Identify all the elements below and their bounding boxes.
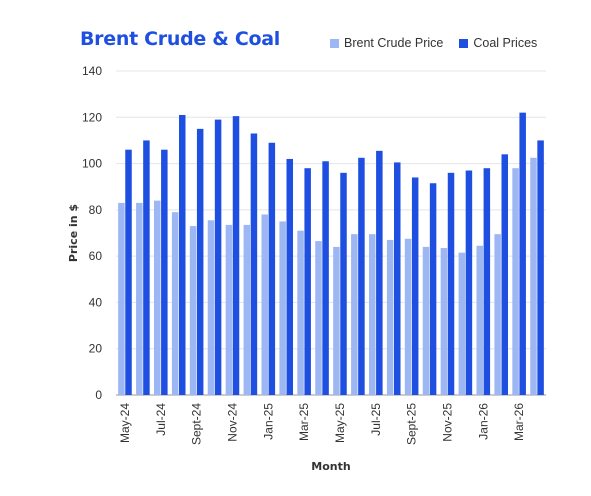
chart-title: Brent Crude & Coal (80, 28, 281, 50)
bar-coal (232, 116, 240, 395)
x-tick-label: Mar-25 (297, 403, 311, 441)
bar-brent-crude (261, 214, 268, 395)
y-tick-label: 20 (89, 342, 103, 356)
bar-brent-crude (351, 234, 358, 395)
bar-brent-crude (458, 252, 466, 395)
legend-swatch-coal (459, 38, 469, 48)
bar-coal (501, 154, 509, 395)
legend-label-brent: Brent Crude Price (344, 36, 444, 50)
bar-brent-crude (225, 224, 233, 395)
x-tick-label: Jan-25 (261, 403, 275, 440)
bar-brent-crude (512, 168, 519, 395)
bar-coal (483, 168, 491, 395)
legend-label-coal: Coal Prices (473, 36, 538, 50)
bar-brent-crude (440, 248, 448, 395)
bar-coal (143, 140, 150, 395)
bar-brent-crude (368, 234, 376, 395)
bar-brent-crude (207, 220, 215, 395)
y-tick-label: 60 (89, 249, 103, 263)
bar-brent-crude (422, 246, 430, 395)
bar-brent-crude (333, 246, 340, 395)
bar-coal (376, 150, 383, 395)
bar-coal (537, 140, 544, 395)
bar-brent-crude (171, 212, 179, 395)
y-tick-label: 100 (82, 157, 102, 171)
y-tick-label: 80 (89, 203, 103, 217)
bar-coal (322, 161, 329, 395)
x-tick-label: Jan-26 (476, 403, 490, 440)
bar-brent-crude (118, 202, 125, 395)
bar-coal (268, 142, 276, 395)
y-tick-label: 40 (89, 295, 103, 309)
x-tick-label: May-25 (333, 403, 347, 443)
legend: Brent Crude Price Coal Prices (330, 36, 537, 50)
x-tick-label: Nov-25 (440, 403, 454, 442)
bar-coal (304, 168, 311, 395)
bar-brent-crude (530, 157, 537, 395)
x-tick-label: Sept-25 (405, 403, 419, 445)
x-tick-label: Jul-25 (369, 403, 383, 436)
bar-coal (411, 177, 419, 395)
bar-coal (358, 157, 365, 395)
x-tick-label: May-24 (118, 403, 132, 443)
bar-brent-crude (494, 234, 501, 395)
bar-brent-crude (315, 241, 322, 395)
y-tick-label: 140 (82, 64, 102, 78)
legend-item-brent: Brent Crude Price (330, 36, 443, 50)
bar-coal (179, 114, 186, 395)
legend-item-coal: Coal Prices (459, 36, 537, 50)
bar-brent-crude (189, 226, 197, 395)
bar-coal (447, 172, 455, 395)
bar-coal (125, 149, 132, 395)
bar-brent-crude (243, 224, 251, 395)
bar-brent-crude (136, 202, 143, 395)
bar-brent-crude (404, 238, 412, 395)
x-tick-label: Nov-24 (225, 403, 239, 442)
bar-brent-crude (279, 221, 286, 395)
legend-swatch-brent (330, 38, 339, 48)
bar-coal (519, 112, 526, 396)
bar-coal (161, 149, 168, 395)
bar-coal (214, 119, 222, 395)
bar-coal (429, 183, 437, 395)
x-axis-title: Month (311, 460, 350, 473)
bar-brent-crude (153, 200, 161, 395)
y-axis-title: Price in $ (67, 204, 80, 262)
bar-brent-crude (476, 245, 483, 395)
bar-coal (394, 162, 401, 395)
y-tick-label: 0 (95, 388, 102, 402)
bar-coal (196, 128, 204, 395)
bar-coal (465, 170, 473, 395)
x-tick-label: Sept-24 (190, 403, 204, 445)
bar-coal (250, 133, 258, 395)
bar-coal (340, 172, 347, 395)
x-tick-label: Jul-24 (154, 403, 168, 436)
x-tick-label: Mar-26 (512, 403, 526, 441)
bar-brent-crude (297, 230, 304, 395)
bar-brent-crude (386, 239, 394, 395)
y-tick-label: 120 (82, 110, 102, 124)
bar-coal (286, 158, 294, 395)
